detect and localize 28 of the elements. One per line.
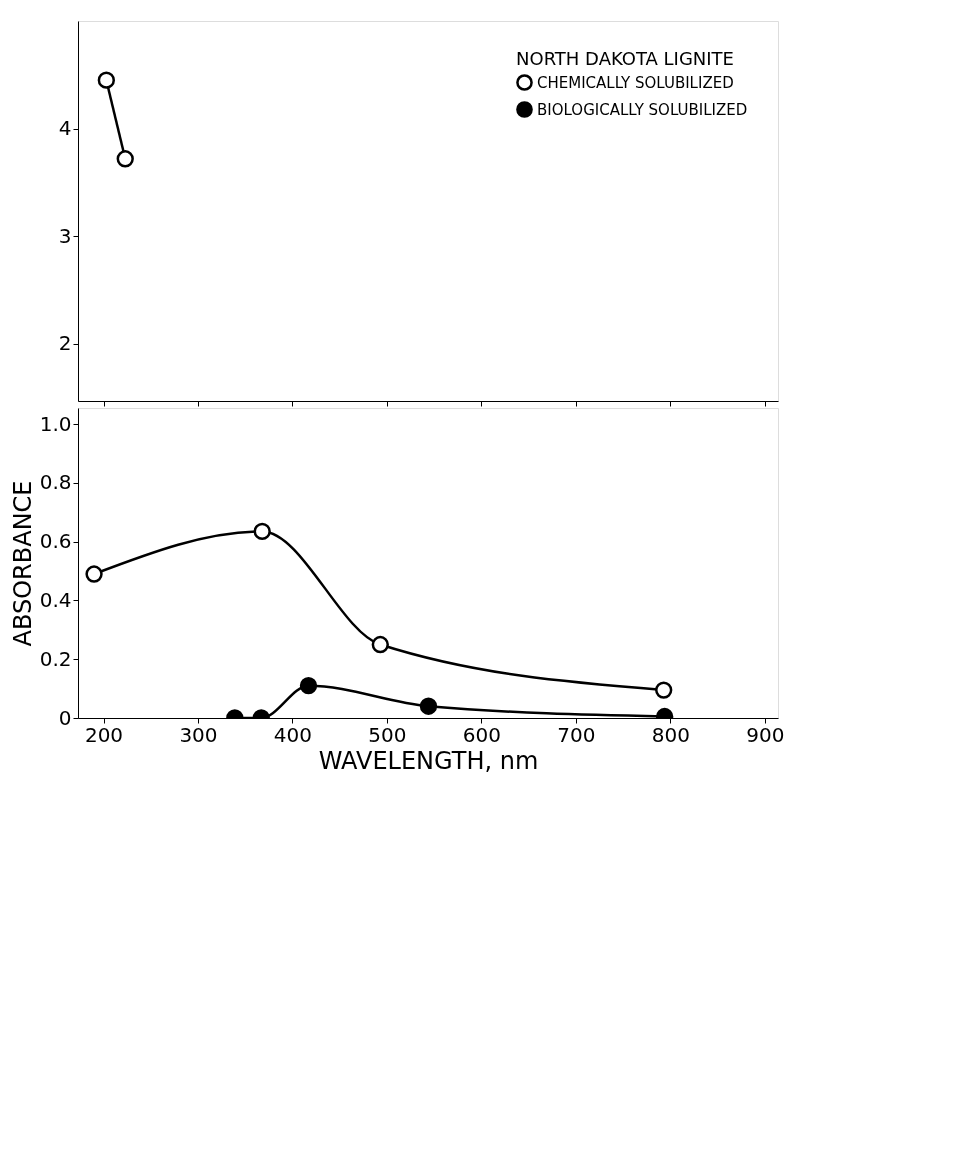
y-tick-label: 0.8: [39, 470, 72, 495]
y-tick-label: 3: [58, 223, 72, 248]
x-tick-label: 500: [368, 722, 407, 747]
x-tick-label: 900: [746, 722, 785, 747]
x-tick-label: 600: [462, 722, 501, 747]
y-tick-label: 0: [58, 705, 72, 730]
x-axis-title: WAVELENGTH, nm: [318, 746, 539, 775]
legend-title: NORTH DAKOTA LIGNITE: [516, 48, 734, 69]
point: [655, 681, 673, 699]
y-axis-title: ABSORBANCE: [8, 480, 37, 647]
x-tick-label: 700: [557, 722, 596, 747]
point: [299, 677, 318, 695]
x-tick-label: 300: [179, 722, 218, 747]
y-tick-label: 1.0: [39, 411, 72, 436]
point: [85, 565, 103, 583]
y-tick-label: 0.2: [39, 646, 72, 671]
x-tick-label: 400: [273, 722, 313, 747]
x-tick-label: 200: [84, 722, 124, 747]
y-tick-label: 0.4: [39, 587, 72, 612]
point: [371, 635, 389, 654]
y-tick-label: 2: [58, 331, 72, 356]
y-tick-label: 0.6: [39, 529, 72, 554]
point: [419, 697, 438, 715]
y-tick-label: 4: [58, 116, 72, 141]
legend-label: CHEMICALLY SOLUBILIZED: [537, 73, 734, 92]
point: [253, 522, 271, 541]
x-tick-label: 800: [651, 722, 690, 747]
legend-label: BIOLOGICALLY SOLUBILIZED: [537, 100, 748, 119]
